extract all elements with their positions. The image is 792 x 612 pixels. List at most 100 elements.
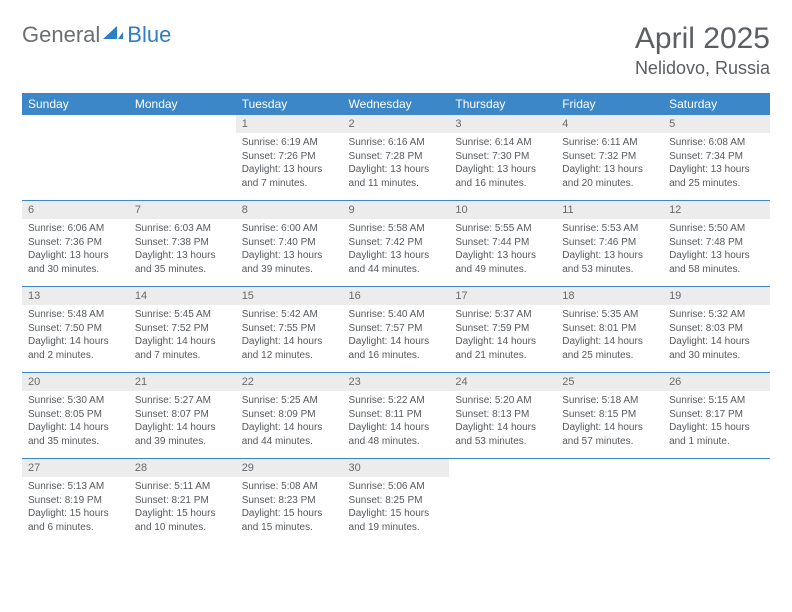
daylight-text: Daylight: 13 hours and 49 minutes. bbox=[455, 249, 550, 276]
sunrise-text: Sunrise: 5:30 AM bbox=[28, 394, 123, 408]
daynum-cell: 11 bbox=[556, 201, 663, 219]
month-title: April 2025 bbox=[635, 22, 770, 56]
dow-cell: Monday bbox=[129, 93, 236, 115]
sunrise-text: Sunrise: 5:37 AM bbox=[455, 308, 550, 322]
detail-cell: Sunrise: 5:11 AMSunset: 8:21 PMDaylight:… bbox=[129, 477, 236, 544]
daynum-cell: 26 bbox=[663, 373, 770, 391]
sunset-text: Sunset: 7:59 PM bbox=[455, 322, 550, 336]
daynum-cell: 18 bbox=[556, 287, 663, 305]
sunset-text: Sunset: 8:21 PM bbox=[135, 494, 230, 508]
sunset-text: Sunset: 8:19 PM bbox=[28, 494, 123, 508]
detail-cell: Sunrise: 6:14 AMSunset: 7:30 PMDaylight:… bbox=[449, 133, 556, 201]
sunrise-text: Sunrise: 5:25 AM bbox=[242, 394, 337, 408]
daynum-cell: 25 bbox=[556, 373, 663, 391]
daynum-cell: 28 bbox=[129, 459, 236, 477]
daylight-text: Daylight: 13 hours and 25 minutes. bbox=[669, 163, 764, 190]
sunrise-text: Sunrise: 5:22 AM bbox=[349, 394, 444, 408]
detail-cell: Sunrise: 5:55 AMSunset: 7:44 PMDaylight:… bbox=[449, 219, 556, 287]
daynum-cell bbox=[556, 459, 663, 477]
brand-sail-icon bbox=[103, 24, 123, 47]
sunset-text: Sunset: 7:26 PM bbox=[242, 150, 337, 164]
calendar-body: SundayMondayTuesdayWednesdayThursdayFrid… bbox=[22, 93, 770, 544]
sunset-text: Sunset: 8:15 PM bbox=[562, 408, 657, 422]
sunrise-text: Sunrise: 5:35 AM bbox=[562, 308, 657, 322]
daylight-text: Daylight: 13 hours and 16 minutes. bbox=[455, 163, 550, 190]
sunrise-text: Sunrise: 5:18 AM bbox=[562, 394, 657, 408]
detail-cell: Sunrise: 6:11 AMSunset: 7:32 PMDaylight:… bbox=[556, 133, 663, 201]
sunrise-text: Sunrise: 5:42 AM bbox=[242, 308, 337, 322]
sunrise-text: Sunrise: 5:15 AM bbox=[669, 394, 764, 408]
sunrise-text: Sunrise: 5:11 AM bbox=[135, 480, 230, 494]
daynum-cell: 24 bbox=[449, 373, 556, 391]
dow-cell: Friday bbox=[556, 93, 663, 115]
calendar-table: SundayMondayTuesdayWednesdayThursdayFrid… bbox=[22, 93, 770, 544]
sunset-text: Sunset: 7:34 PM bbox=[669, 150, 764, 164]
daynum-cell: 13 bbox=[22, 287, 129, 305]
detail-cell bbox=[663, 477, 770, 544]
sunrise-text: Sunrise: 5:20 AM bbox=[455, 394, 550, 408]
detail-cell: Sunrise: 6:16 AMSunset: 7:28 PMDaylight:… bbox=[343, 133, 450, 201]
detail-cell: Sunrise: 5:53 AMSunset: 7:46 PMDaylight:… bbox=[556, 219, 663, 287]
sunset-text: Sunset: 7:57 PM bbox=[349, 322, 444, 336]
sunset-text: Sunset: 8:07 PM bbox=[135, 408, 230, 422]
dow-cell: Thursday bbox=[449, 93, 556, 115]
detail-cell: Sunrise: 5:48 AMSunset: 7:50 PMDaylight:… bbox=[22, 305, 129, 373]
sunrise-text: Sunrise: 5:32 AM bbox=[669, 308, 764, 322]
daylight-text: Daylight: 14 hours and 12 minutes. bbox=[242, 335, 337, 362]
detail-cell: Sunrise: 6:08 AMSunset: 7:34 PMDaylight:… bbox=[663, 133, 770, 201]
sunset-text: Sunset: 8:03 PM bbox=[669, 322, 764, 336]
daylight-text: Daylight: 15 hours and 6 minutes. bbox=[28, 507, 123, 534]
sunset-text: Sunset: 8:09 PM bbox=[242, 408, 337, 422]
sunset-text: Sunset: 8:01 PM bbox=[562, 322, 657, 336]
detail-cell: Sunrise: 5:22 AMSunset: 8:11 PMDaylight:… bbox=[343, 391, 450, 459]
daynum-cell: 5 bbox=[663, 115, 770, 133]
daynum-cell: 6 bbox=[22, 201, 129, 219]
dow-cell: Tuesday bbox=[236, 93, 343, 115]
sunrise-text: Sunrise: 5:45 AM bbox=[135, 308, 230, 322]
brand-logo: General Blue bbox=[22, 22, 171, 48]
daynum-row: 13141516171819 bbox=[22, 287, 770, 305]
daynum-cell: 20 bbox=[22, 373, 129, 391]
detail-row: Sunrise: 5:30 AMSunset: 8:05 PMDaylight:… bbox=[22, 391, 770, 459]
sunset-text: Sunset: 8:13 PM bbox=[455, 408, 550, 422]
title-block: April 2025 Nelidovo, Russia bbox=[635, 22, 770, 79]
daynum-row: 12345 bbox=[22, 115, 770, 133]
sunrise-text: Sunrise: 5:48 AM bbox=[28, 308, 123, 322]
detail-cell: Sunrise: 6:00 AMSunset: 7:40 PMDaylight:… bbox=[236, 219, 343, 287]
sunrise-text: Sunrise: 5:50 AM bbox=[669, 222, 764, 236]
sunrise-text: Sunrise: 5:55 AM bbox=[455, 222, 550, 236]
daylight-text: Daylight: 13 hours and 11 minutes. bbox=[349, 163, 444, 190]
detail-row: Sunrise: 5:13 AMSunset: 8:19 PMDaylight:… bbox=[22, 477, 770, 544]
daynum-cell: 16 bbox=[343, 287, 450, 305]
daynum-cell: 19 bbox=[663, 287, 770, 305]
sunset-text: Sunset: 7:44 PM bbox=[455, 236, 550, 250]
detail-row: Sunrise: 5:48 AMSunset: 7:50 PM Daylight:… bbox=[22, 305, 770, 373]
detail-cell: Sunrise: 5:40 AMSunset: 7:57 PMDaylight:… bbox=[343, 305, 450, 373]
daynum-row: 20212223242526 bbox=[22, 373, 770, 391]
detail-cell: Sunrise: 6:03 AMSunset: 7:38 PMDaylight:… bbox=[129, 219, 236, 287]
sunrise-text: Sunrise: 5:40 AM bbox=[349, 308, 444, 322]
daylight-text: Daylight: 13 hours and 20 minutes. bbox=[562, 163, 657, 190]
detail-cell: Sunrise: 5:13 AMSunset: 8:19 PMDaylight:… bbox=[22, 477, 129, 544]
sunset-text: Sunset: 7:42 PM bbox=[349, 236, 444, 250]
daynum-cell: 1 bbox=[236, 115, 343, 133]
sunrise-text: Sunrise: 6:16 AM bbox=[349, 136, 444, 150]
daylight-text: Daylight: 14 hours and 21 minutes. bbox=[455, 335, 550, 362]
sunrise-text: Sunrise: 6:11 AM bbox=[562, 136, 657, 150]
detail-cell: Sunrise: 5:50 AMSunset: 7:48 PMDaylight:… bbox=[663, 219, 770, 287]
sunrise-text: Sunrise: 6:14 AM bbox=[455, 136, 550, 150]
sunset-text: Sunset: 8:23 PM bbox=[242, 494, 337, 508]
daynum-cell: 7 bbox=[129, 201, 236, 219]
daynum-cell bbox=[449, 459, 556, 477]
location-label: Nelidovo, Russia bbox=[635, 58, 770, 79]
detail-cell: Sunrise: 5:32 AMSunset: 8:03 PMDaylight:… bbox=[663, 305, 770, 373]
daynum-cell: 23 bbox=[343, 373, 450, 391]
detail-cell: Sunrise: 5:20 AMSunset: 8:13 PMDaylight:… bbox=[449, 391, 556, 459]
sunset-text: Sunset: 7:38 PM bbox=[135, 236, 230, 250]
sunrise-text: Sunrise: 6:19 AM bbox=[242, 136, 337, 150]
sunset-text: Sunset: 7:50 PM bbox=[28, 322, 123, 336]
detail-cell bbox=[556, 477, 663, 544]
detail-cell: Sunrise: 6:19 AMSunset: 7:26 PMDaylight:… bbox=[236, 133, 343, 201]
daylight-text: Daylight: 14 hours and 30 minutes. bbox=[669, 335, 764, 362]
dow-cell: Sunday bbox=[22, 93, 129, 115]
